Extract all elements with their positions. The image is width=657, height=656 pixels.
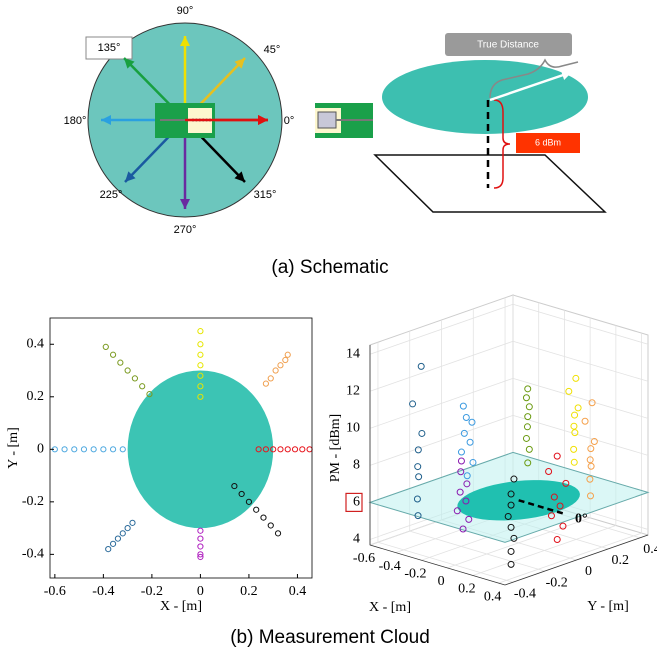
- data-point: [285, 447, 290, 452]
- z-axis-label: PM - [dBm]: [328, 414, 343, 482]
- data-point: [560, 523, 566, 529]
- angle-label: 180°: [64, 115, 87, 127]
- annotation: 0°: [575, 512, 588, 527]
- data-point: [198, 528, 203, 533]
- angle-label: 90°: [177, 5, 194, 17]
- x-tick-label: 0: [197, 584, 204, 599]
- z-tick-label: 6: [353, 495, 360, 510]
- angle-label: 0°: [284, 115, 295, 127]
- x-axis-label: X - [m]: [160, 599, 202, 614]
- schematic: True Distance 6 dBm 90° 45° 0° 315° 270° 225°…: [64, 5, 605, 236]
- angle-label: 45°: [264, 44, 281, 56]
- x-tick-label: -0.6: [353, 551, 375, 566]
- data-point: [285, 352, 290, 357]
- true-distance: True Distance: [477, 40, 539, 51]
- data-point: [292, 447, 297, 452]
- data-point: [254, 507, 259, 512]
- data-point: [198, 363, 203, 368]
- data-point: [81, 447, 86, 452]
- y-axis-label: Y - [m]: [6, 427, 21, 468]
- data-point: [103, 344, 108, 349]
- data-point: [198, 352, 203, 357]
- z-tick-label: 12: [346, 384, 360, 399]
- data-point: [198, 329, 203, 334]
- data-point: [554, 536, 560, 542]
- ground-plane: [375, 155, 605, 212]
- x-tick-label: -0.4: [379, 559, 401, 574]
- data-point: [130, 520, 135, 525]
- z-tick-label: 8: [353, 458, 360, 473]
- x-tick-label: -0.6: [44, 584, 66, 599]
- data-point: [72, 447, 77, 452]
- data-point: [198, 342, 203, 347]
- data-point: [91, 447, 96, 452]
- z-tick-label: 4: [353, 532, 360, 547]
- data-point: [275, 531, 280, 536]
- angle-label: 270°: [174, 224, 197, 236]
- data-point: [62, 447, 67, 452]
- z-tick-label: 14: [346, 346, 360, 361]
- angle-label: 135°: [98, 42, 121, 54]
- y-tick-label: -0.2: [22, 494, 44, 509]
- data-point: [283, 357, 288, 362]
- data-point: [268, 376, 273, 381]
- y-tick-label: 0.4: [27, 336, 45, 351]
- data-point: [198, 536, 203, 541]
- data-point: [278, 363, 283, 368]
- data-point: [140, 384, 145, 389]
- data-point: [120, 447, 125, 452]
- caption: (b) Measurement Cloud: [230, 627, 430, 648]
- x-tick-label: 0.4: [484, 589, 502, 604]
- z-tick-label: 10: [346, 421, 360, 436]
- caption: (a) Schematic: [271, 257, 388, 278]
- data-point: [118, 360, 123, 365]
- plot-2d: -0.6 -0.4 -0.2 0 0.2 0.4 -0.4 -0.2 0 0.2 0.4 X - [m…: [6, 318, 312, 614]
- data-point: [263, 381, 268, 386]
- plot-3d: 468101214-0.6-0.4-0.200.20.4-0.4-0.200.2…: [328, 295, 657, 615]
- x-tick-label: -0.2: [141, 584, 163, 599]
- data-point: [115, 536, 120, 541]
- data-point: [101, 447, 106, 452]
- y-tick-label: 0: [37, 442, 44, 457]
- data-point: [278, 447, 283, 452]
- data-point: [125, 526, 130, 531]
- data-point: [132, 376, 137, 381]
- device-chip: [318, 112, 336, 128]
- y-tick-label: 0.2: [27, 389, 45, 404]
- x-tick-label: -0.4: [92, 584, 114, 599]
- disk: [382, 60, 588, 134]
- data-point: [106, 547, 111, 552]
- data-point: [110, 447, 115, 452]
- x-tick-label: 0.2: [458, 582, 476, 597]
- x-axis-label: X - [m]: [369, 600, 411, 615]
- grid-line: [410, 531, 545, 571]
- y-tick-label: -0.4: [22, 547, 44, 562]
- data-point: [261, 515, 266, 520]
- data-point: [110, 541, 115, 546]
- y-tick-label: 0.2: [612, 553, 630, 568]
- y-tick-label: -0.4: [514, 586, 536, 601]
- data-point: [273, 368, 278, 373]
- angle-label: 315°: [254, 189, 277, 201]
- y-tick-label: 0.4: [643, 542, 657, 557]
- data-point: [307, 447, 312, 452]
- data-point: [508, 548, 514, 554]
- x-tick-label: -0.2: [404, 566, 426, 581]
- x-tick-label: 0.4: [289, 584, 307, 599]
- power-label: 6 dBm: [535, 137, 561, 147]
- data-point: [120, 531, 125, 536]
- data-point: [125, 368, 130, 373]
- data-point: [198, 544, 203, 549]
- x-tick-label: 0: [438, 574, 445, 589]
- y-tick-label: -0.2: [546, 575, 568, 590]
- figure: True Distance 6 dBm 90° 45° 0° 315° 270° 225°…: [0, 0, 657, 656]
- data-point: [268, 523, 273, 528]
- angle-label: 225°: [100, 189, 123, 201]
- y-axis-label: Y - [m]: [587, 599, 628, 614]
- x-tick-label: 0.2: [240, 584, 258, 599]
- data-point: [300, 447, 305, 452]
- y-tick-label: 0: [585, 564, 592, 579]
- data-point: [110, 352, 115, 357]
